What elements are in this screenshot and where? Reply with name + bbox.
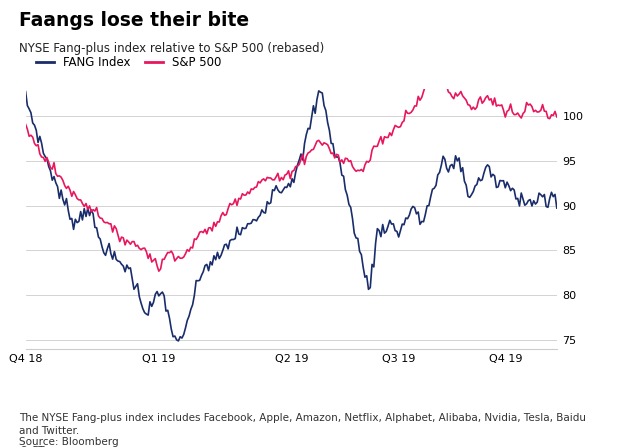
Text: Source: Bloomberg: Source: Bloomberg (19, 437, 119, 447)
Text: The NYSE Fang-plus index includes Facebook, Apple, Amazon, Netflix, Alphabet, Al: The NYSE Fang-plus index includes Facebo… (19, 413, 586, 423)
Text: and Twitter.: and Twitter. (19, 426, 79, 435)
Text: © FT: © FT (19, 446, 45, 447)
Legend: FANG Index, S&P 500: FANG Index, S&P 500 (31, 51, 227, 74)
Text: NYSE Fang-plus index relative to S&P 500 (rebased): NYSE Fang-plus index relative to S&P 500… (19, 42, 324, 55)
Text: Faangs lose their bite: Faangs lose their bite (19, 11, 250, 30)
